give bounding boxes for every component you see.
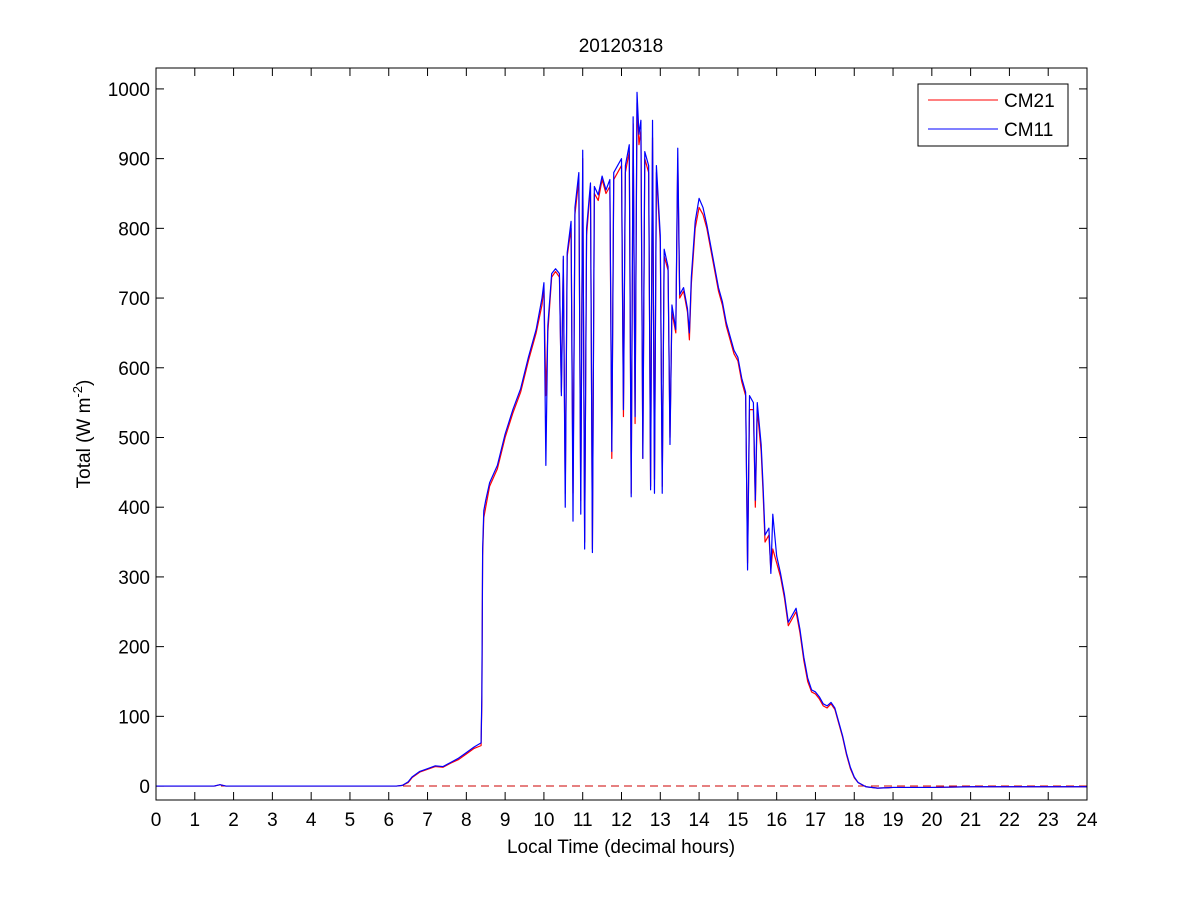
x-tick-label: 13 <box>650 810 671 831</box>
legend: CM21 CM11 <box>917 83 1069 147</box>
y-tick-label: 1000 <box>108 80 150 101</box>
x-tick-label: 1 <box>190 810 201 831</box>
y-axis-label: Total (W m-2) <box>70 380 95 489</box>
x-tick-label: 5 <box>345 810 356 831</box>
y-tick-label: 200 <box>118 638 150 659</box>
x-tick-label: 3 <box>267 810 278 831</box>
legend-box <box>917 83 1069 147</box>
x-tick-label: 22 <box>999 810 1020 831</box>
x-tick-label: 14 <box>689 810 711 831</box>
x-tick-label: 11 <box>573 810 593 831</box>
y-tick-label: 300 <box>118 568 150 589</box>
y-tick-label: 500 <box>118 428 150 449</box>
plot-series <box>156 91 1087 789</box>
x-tick-label: 8 <box>461 810 472 831</box>
x-tick-label: 18 <box>844 810 865 831</box>
x-tick-label: 6 <box>383 810 394 831</box>
y-tick-label: 0 <box>139 777 150 798</box>
x-tick-label: 19 <box>882 810 903 831</box>
x-tick-label: 23 <box>1038 810 1059 831</box>
y-axis-label-exponent: -2 <box>70 386 85 398</box>
x-tick-label: 16 <box>766 810 787 831</box>
x-tick-label: 24 <box>1076 810 1098 831</box>
x-tick-label: 10 <box>533 810 554 831</box>
legend-label-cm21: CM21 <box>1004 91 1055 112</box>
x-axis-label: Local Time (decimal hours) <box>507 837 735 858</box>
x-tick-label: 9 <box>500 810 511 831</box>
x-tick-label: 4 <box>306 810 317 831</box>
y-tick-label: 900 <box>118 150 150 171</box>
x-axis: 0 1 2 3 4 5 6 7 8 9 10 11 12 13 14 15 16 17 18 19 20 21 22 23 24 <box>151 68 1098 831</box>
y-axis-label-close: ) <box>74 380 95 386</box>
y-axis-label-main: Total (W m <box>74 398 95 489</box>
y-tick-label: 600 <box>118 359 150 380</box>
x-tick-label: 2 <box>228 810 239 831</box>
y-tick-label: 800 <box>118 219 150 240</box>
y-tick-label: 400 <box>118 498 150 519</box>
y-tick-label: 100 <box>118 707 150 728</box>
y-axis: 0 100 200 300 400 500 600 700 800 900 1000 <box>108 80 1087 798</box>
plot-frame <box>155 67 1088 801</box>
x-tick-label: 15 <box>727 810 748 831</box>
x-tick-label: 21 <box>960 810 981 831</box>
x-tick-label: 17 <box>805 810 826 831</box>
x-tick-label: 7 <box>422 810 433 831</box>
series-line-cm11 <box>156 91 1087 789</box>
x-tick-label: 20 <box>921 810 942 831</box>
x-tick-label: 0 <box>151 810 162 831</box>
y-tick-label: 700 <box>118 289 150 310</box>
x-tick-label: 12 <box>611 810 632 831</box>
chart-title: 20120318 <box>579 36 664 57</box>
legend-label-cm11: CM11 <box>1004 120 1053 141</box>
